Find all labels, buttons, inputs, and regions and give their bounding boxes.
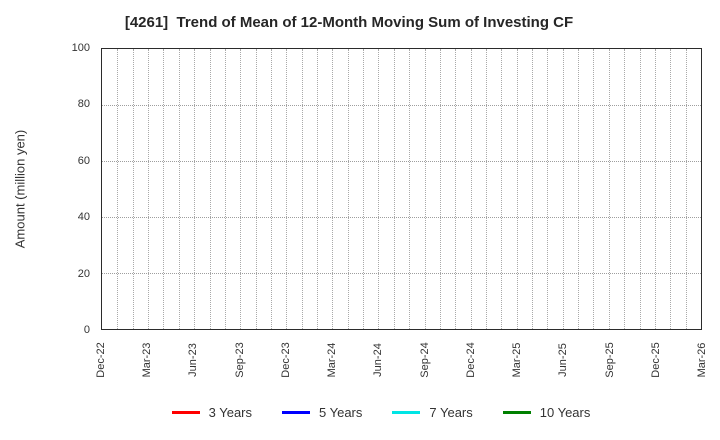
x-tick-label: Sep-25 [603, 342, 616, 378]
gridline-vertical [194, 49, 196, 329]
y-tick-label: 40 [77, 211, 90, 224]
gridline-vertical [470, 49, 472, 329]
gridline-vertical [270, 49, 272, 329]
x-tick-label: Mar-25 [511, 342, 524, 378]
legend-line-swatch [502, 411, 531, 414]
x-tick-label: Mar-26 [696, 342, 708, 378]
gridline-vertical [639, 49, 641, 329]
x-tick-label: Jun-25 [557, 343, 570, 377]
legend-label: 10 Years [539, 405, 591, 420]
gridline-vertical [255, 49, 257, 329]
gridline-vertical [132, 49, 134, 329]
gridline-vertical [286, 49, 288, 329]
x-tick-label: Jun-24 [372, 343, 385, 377]
gridline-vertical [301, 49, 303, 329]
gridline-vertical [485, 49, 487, 329]
gridline-vertical [424, 49, 426, 329]
gridline-vertical [148, 49, 150, 329]
gridline-vertical [578, 49, 580, 329]
legend-item-10-years: 10 Years [502, 405, 591, 420]
x-tick-label: Sep-24 [418, 342, 431, 378]
gridline-vertical [501, 49, 503, 329]
gridline-vertical [532, 49, 534, 329]
gridline-horizontal [102, 105, 701, 106]
y-tick-label: 20 [77, 267, 90, 280]
gridline-vertical [685, 49, 687, 329]
gridline-vertical [654, 49, 656, 329]
legend-line-swatch [392, 411, 421, 414]
gridline-horizontal [102, 161, 701, 162]
y-tick-label: 80 [77, 98, 90, 111]
plot-area [101, 48, 702, 330]
gridline-vertical [363, 49, 365, 329]
y-tick-label: 0 [83, 324, 90, 336]
gridline-horizontal [102, 273, 701, 274]
x-tick-label: Mar-23 [141, 342, 154, 378]
chart-title: [4261] Trend of Mean of 12-Month Moving … [124, 14, 574, 31]
gridline-vertical [240, 49, 242, 329]
y-tick-label: 100 [71, 42, 90, 54]
x-tick-label: Dec-23 [279, 342, 292, 378]
gridline-vertical [117, 49, 119, 329]
gridline-vertical [224, 49, 226, 329]
legend-item-5-years: 5 Years [282, 405, 362, 420]
gridline-vertical [332, 49, 334, 329]
gridline-vertical [455, 49, 457, 329]
gridline-vertical [163, 49, 165, 329]
x-tick-label: Sep-23 [233, 342, 246, 378]
gridline-vertical [562, 49, 564, 329]
x-tick-label: Dec-22 [95, 342, 107, 378]
gridline-vertical [209, 49, 211, 329]
gridline-vertical [317, 49, 319, 329]
legend-item-7-years: 7 Years [392, 405, 473, 420]
legend-label: 7 Years [429, 405, 473, 420]
gridline-vertical [409, 49, 411, 329]
gridline-horizontal [102, 217, 701, 218]
x-tick-label: Dec-25 [649, 342, 662, 378]
gridline-vertical [439, 49, 441, 329]
gridline-vertical [178, 49, 180, 329]
gridline-vertical [516, 49, 518, 329]
y-axis-title: Amount (million yen) [12, 129, 28, 249]
legend-line-swatch [171, 411, 200, 414]
gridline-vertical [608, 49, 610, 329]
gridline-vertical [347, 49, 349, 329]
gridline-vertical [670, 49, 672, 329]
gridline-vertical [593, 49, 595, 329]
legend-item-3-years: 3 Years [171, 405, 252, 420]
legend-line-swatch [282, 411, 310, 414]
y-tick-label: 60 [77, 154, 90, 167]
gridline-vertical [547, 49, 549, 329]
gridline-vertical [624, 49, 626, 329]
x-tick-label: Mar-24 [326, 342, 339, 378]
legend: 3 Years 5 Years 7 Years 10 Years [0, 405, 720, 420]
x-tick-label: Dec-24 [464, 342, 477, 378]
gridline-vertical [393, 49, 395, 329]
x-tick-label: Jun-23 [187, 343, 200, 377]
legend-label: 3 Years [208, 405, 252, 420]
gridline-vertical [378, 49, 380, 329]
legend-label: 5 Years [319, 405, 363, 420]
